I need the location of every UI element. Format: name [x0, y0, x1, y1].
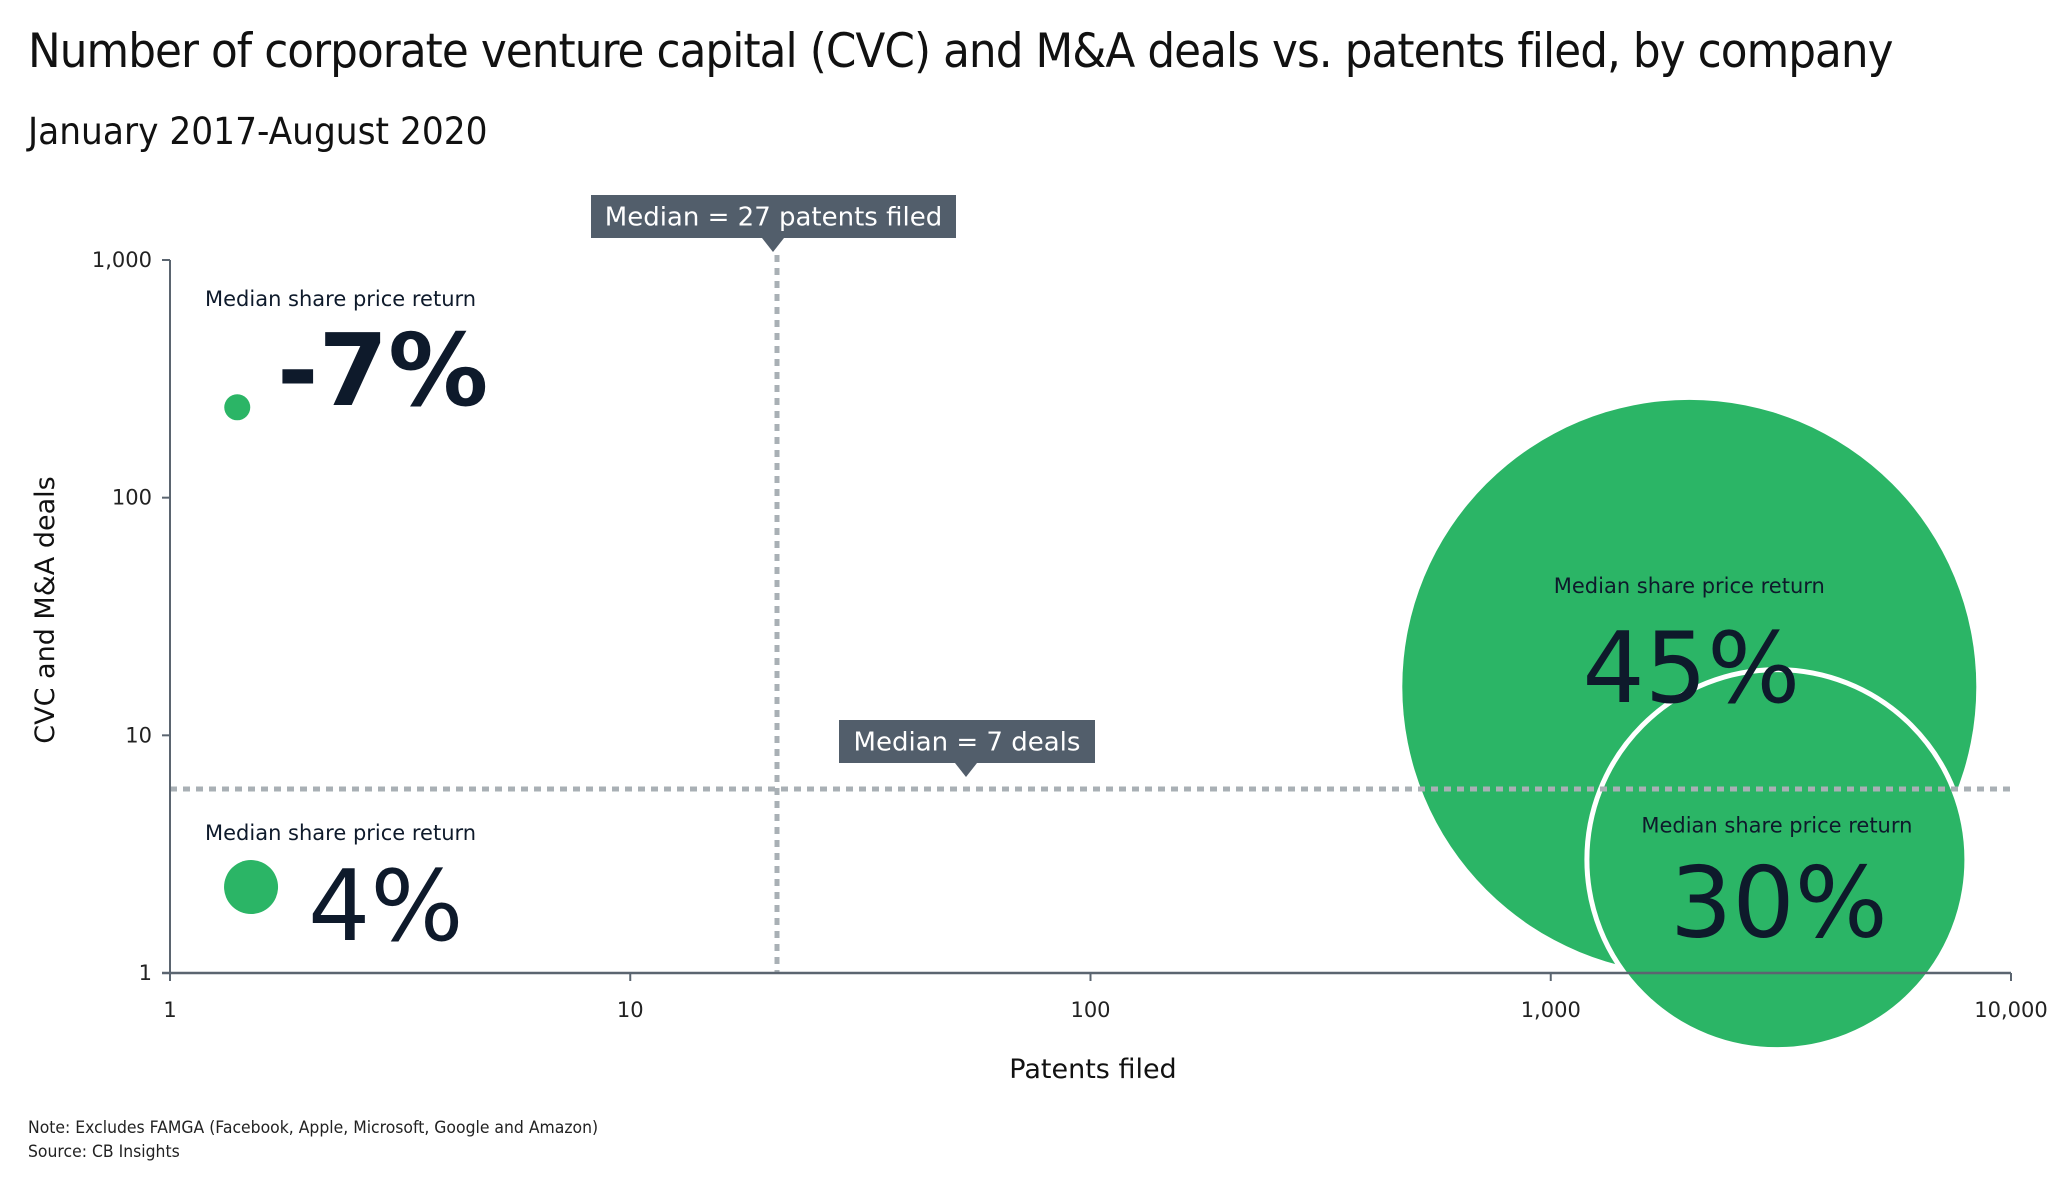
x-axis-title: Patents filed [1009, 1054, 1176, 1085]
y-tick-label: 10 [125, 723, 152, 747]
x-tick-label: 10,000 [1974, 998, 2047, 1022]
footnote: Note: Excludes FAMGA (Facebook, Apple, M… [28, 1118, 599, 1138]
median-lines [170, 255, 2011, 973]
axes: 1 10 100 1,000 10,000 1 10 100 1,000 [92, 248, 2048, 1022]
median-deals-callout-box [839, 720, 1095, 763]
bubble-labels: Median share price return-7%Median share… [205, 287, 1912, 964]
quadrant-return-value: 4% [308, 850, 463, 964]
median-deals-callout-pointer [955, 763, 977, 777]
median-deals-callout: Median = 7 deals [839, 720, 1095, 777]
bubble-return-value: 45% [1582, 612, 1800, 726]
x-tick-label: 10 [617, 998, 644, 1022]
source-note: Source: CB Insights [28, 1142, 180, 1162]
y-tick-label: 1,000 [92, 248, 152, 272]
x-tick-label: 1,000 [1521, 998, 1581, 1022]
y-tick-label: 100 [112, 486, 152, 510]
bubble-label: Median share price return [1641, 814, 1912, 838]
quadrant-label: Median share price return [205, 821, 476, 845]
x-tick-label: 1 [163, 998, 176, 1022]
bubble-low-deals-low-patents [224, 860, 279, 915]
median-patents-callout-box [591, 195, 956, 238]
bubble-label: Median share price return [1554, 574, 1825, 598]
chart-subtitle: January 2017-August 2020 [28, 110, 488, 153]
median-deals-callout-text: Median = 7 deals [854, 728, 1081, 758]
median-patents-callout: Median = 27 patents filed [591, 195, 956, 252]
median-patents-callout-text: Median = 27 patents filed [605, 203, 942, 233]
median-patents-callout-pointer [762, 238, 784, 252]
bubbles-layer [224, 394, 1977, 1053]
median-annotations: Median = 27 patents filed Median = 7 deal… [591, 195, 1095, 777]
bubble-high-deals-low-patents [224, 394, 251, 421]
quadrant-return-value: -7% [277, 312, 488, 429]
chart-title: Number of corporate venture capital (CVC… [28, 24, 1894, 79]
y-tick-label: 1 [139, 961, 152, 985]
x-tick-label: 100 [1070, 998, 1110, 1022]
quadrant-label: Median share price return [205, 287, 476, 311]
bubble-return-value: 30% [1670, 847, 1888, 961]
bubble-low-deals-high-patents [1584, 667, 1970, 1053]
y-axis-title: CVC and M&A deals [30, 476, 61, 743]
